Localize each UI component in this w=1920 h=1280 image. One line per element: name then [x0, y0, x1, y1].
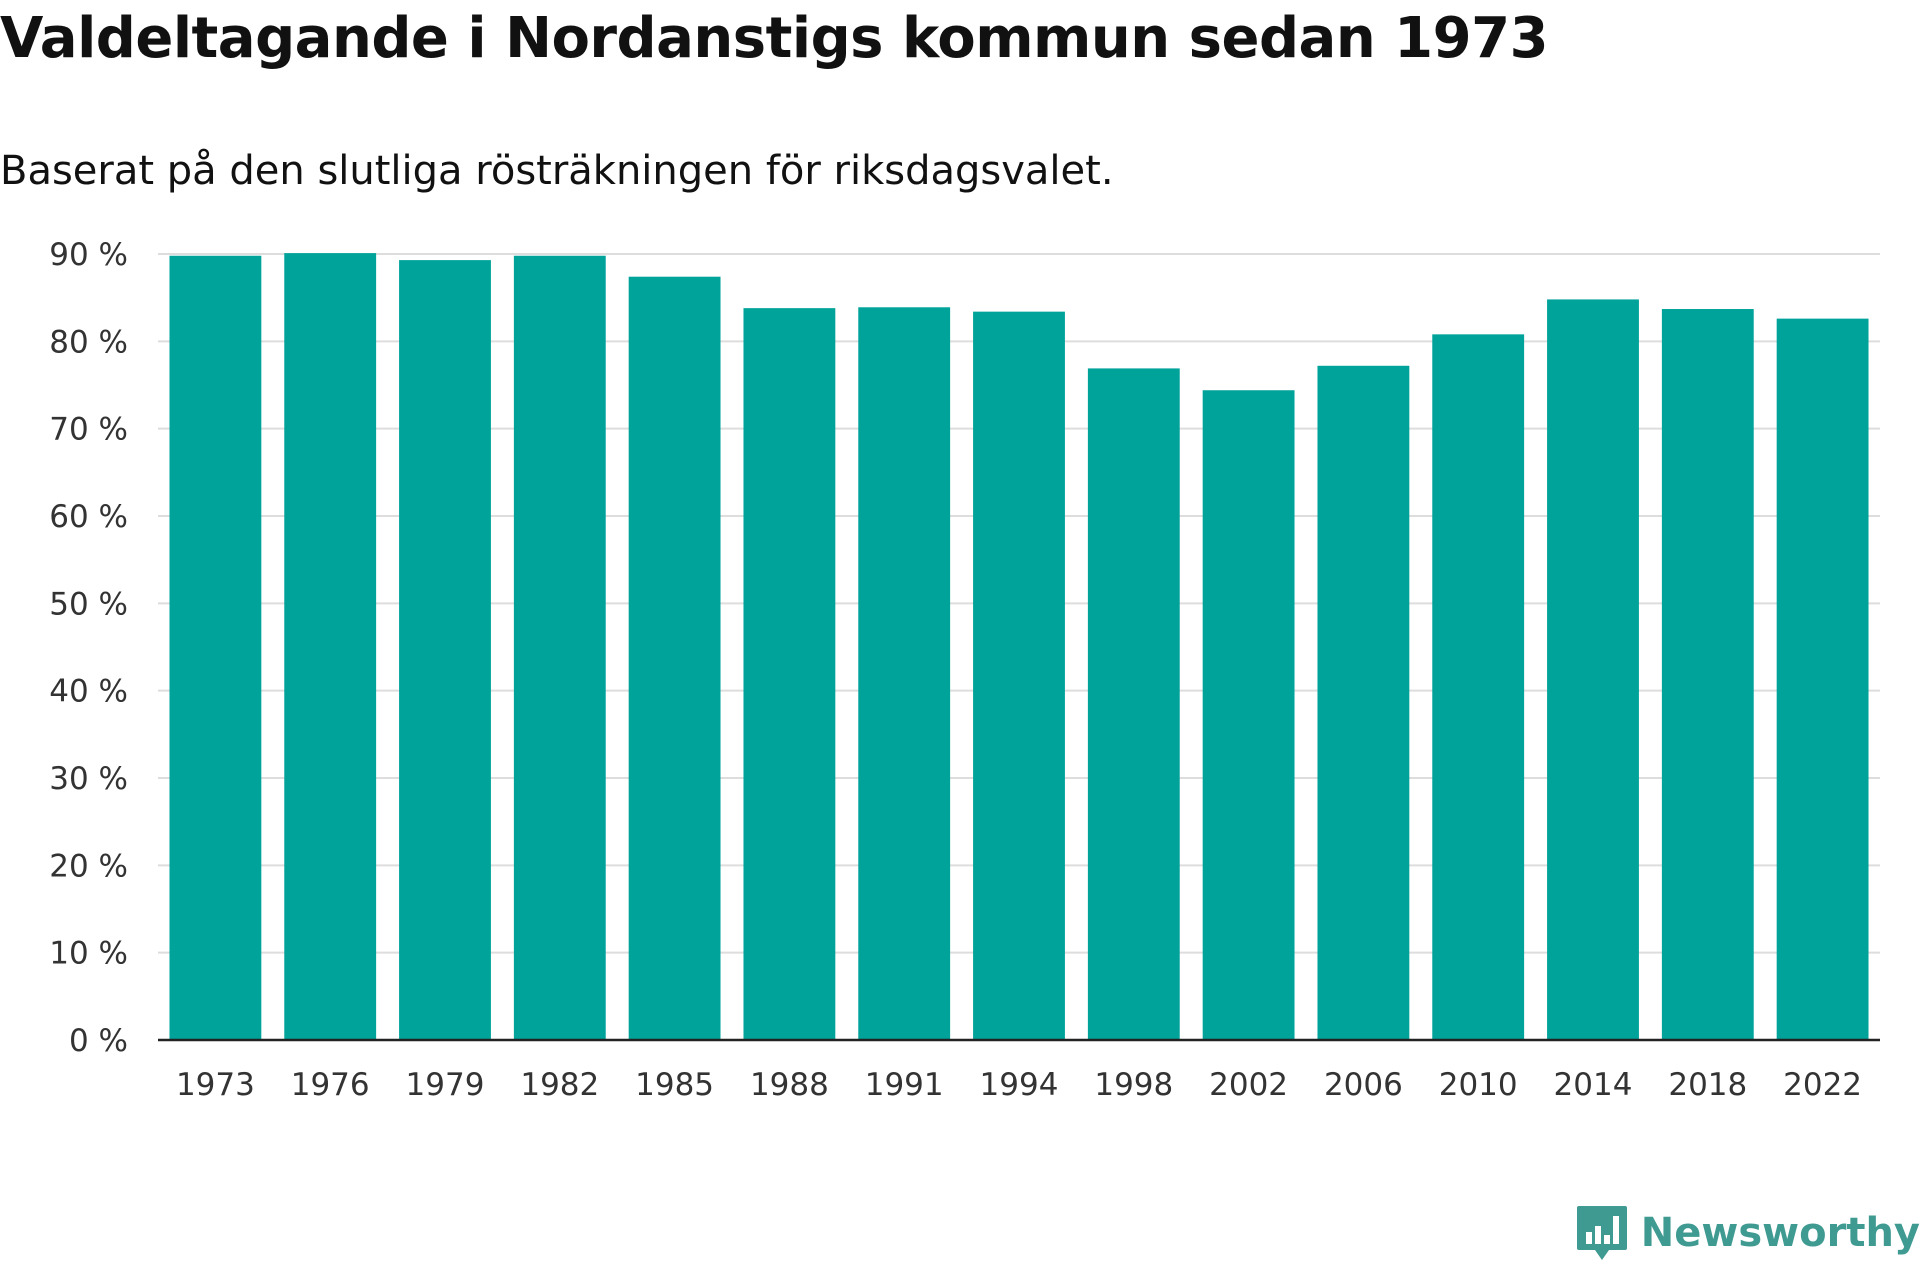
bar-1991 [858, 307, 951, 1041]
x-tick-label: 1988 [750, 1067, 829, 1103]
x-tick-label: 1973 [176, 1067, 255, 1103]
x-tick-label: 1998 [1094, 1067, 1173, 1103]
y-tick-label: 20 % [49, 848, 128, 884]
brand-name: Newsworthy [1640, 1210, 1920, 1256]
y-tick-label: 50 % [49, 586, 128, 622]
x-tick-label: 2022 [1783, 1067, 1862, 1103]
x-tick-label: 2014 [1554, 1067, 1633, 1103]
brand-logo: Newsworthy [1575, 1204, 1920, 1262]
x-tick-label: 1985 [635, 1067, 714, 1103]
bar-2014 [1547, 299, 1639, 1040]
y-tick-label: 30 % [49, 761, 128, 797]
chart-title: Valdeltagande i Nordanstigs kommun sedan… [0, 6, 1549, 71]
y-tick-label: 80 % [49, 324, 128, 360]
bar-2002 [1202, 390, 1295, 1040]
bar-1988 [743, 308, 836, 1040]
x-tick-label: 2018 [1668, 1067, 1747, 1103]
bar-1979 [399, 260, 491, 1040]
bar-2006 [1317, 365, 1410, 1041]
chart-subtitle: Baserat på den slutliga rösträkningen fö… [0, 148, 1114, 194]
y-tick-label: 70 % [49, 412, 128, 448]
y-tick-label: 90 % [49, 237, 128, 273]
x-tick-label: 1991 [865, 1067, 944, 1103]
y-tick-label: 40 % [49, 674, 128, 710]
x-tick-label: 2010 [1439, 1067, 1518, 1103]
y-axis-ticks: 0 % 10 % 20 % 30 % 40 % 50 % 60 % 70 % 80 % 90 % [49, 237, 128, 1059]
bar-2018 [1661, 309, 1754, 1040]
bar-2022 [1776, 318, 1869, 1040]
x-tick-label: 1982 [520, 1067, 599, 1103]
bar-2010 [1432, 334, 1525, 1040]
bar-1982 [513, 255, 606, 1040]
x-tick-label: 1994 [980, 1067, 1059, 1103]
bar-1994 [973, 311, 1065, 1040]
x-tick-label: 2002 [1209, 1067, 1288, 1103]
y-tick-label: 60 % [49, 499, 128, 535]
x-tick-label: 1979 [406, 1067, 485, 1103]
bar-1973 [169, 255, 262, 1040]
x-tick-label: 2006 [1324, 1067, 1403, 1103]
bar-1976 [284, 253, 377, 1041]
y-tick-label: 10 % [49, 936, 128, 972]
bar-1985 [628, 276, 721, 1040]
bar-1998 [1087, 368, 1180, 1040]
bars [169, 253, 1869, 1041]
newsworthy-logo-icon [1576, 1206, 1627, 1260]
x-tick-label: 1976 [291, 1067, 370, 1103]
y-tick-label: 0 % [69, 1023, 128, 1059]
x-axis-ticks: 1973 1976 1979 1982 1985 1988 1991 1994 1998 2002… [176, 1067, 1862, 1103]
